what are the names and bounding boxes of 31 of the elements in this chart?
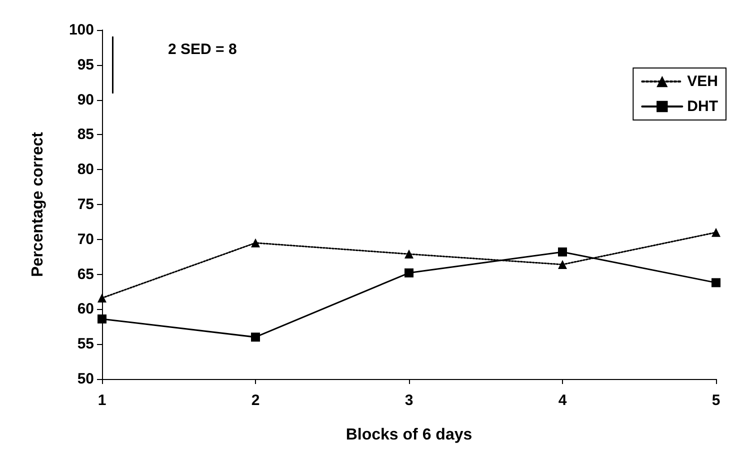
legend-label: VEH [687,73,718,90]
y-tick-label: 80 [77,161,94,178]
point [251,332,260,342]
point [404,250,414,259]
y-tick-label: 70 [77,230,94,248]
y-tick-label: 75 [77,196,94,213]
point [712,278,720,288]
point [404,268,414,278]
y-axis-title: Percentage correct [30,131,46,277]
point [251,238,260,248]
y-tick-label: 100 [68,22,94,38]
point [98,314,106,324]
point [558,260,567,270]
y-tick-label: 90 [77,91,94,108]
x-tick-label: 4 [558,392,568,409]
annotation: 2 SED = 8 [168,41,237,58]
legend-label: DHT [687,98,718,115]
y-tick-label: 55 [77,336,94,353]
x-axis-title: Blocks of 6 days [346,426,472,444]
y-tick-label: 85 [77,126,94,144]
y-tick-label: 50 [77,370,94,388]
y-tick-label: 65 [77,266,94,283]
point [558,247,567,256]
point [712,228,720,237]
x-tick-label: 2 [251,392,260,409]
y-tick-label: 60 [77,300,94,318]
y-tick-label: 95 [77,56,94,74]
x-tick-label: 1 [98,392,106,409]
x-tick-label: 3 [404,392,414,409]
point [98,294,106,303]
x-tick-label: 5 [712,392,720,409]
